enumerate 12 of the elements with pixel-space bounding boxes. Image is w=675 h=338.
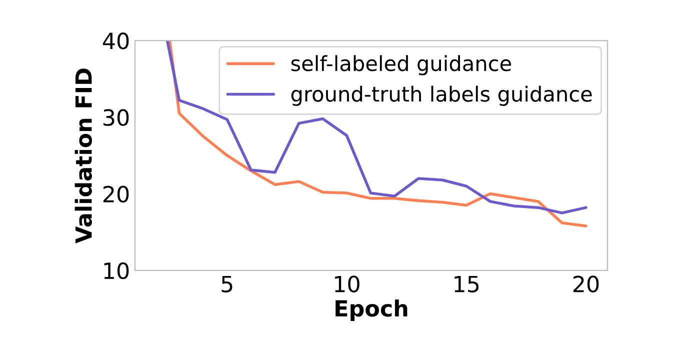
y-tick-label: 30 [104, 109, 129, 126]
x-axis-title: Epoch [336, 300, 408, 322]
y-tick-label: 20 [103, 186, 129, 203]
y-tick-label: 40 [102, 32, 129, 50]
legend-label: ground-truth labels guidance [291, 86, 592, 106]
x-tick-label: 15 [454, 276, 479, 292]
legend-label: self-labeled guidance [291, 55, 512, 76]
y-axis-title: Validation FID [74, 68, 92, 244]
y-tick-label: 10 [104, 262, 129, 280]
x-tick-label: 20 [573, 276, 599, 292]
x-tick-label: 10 [335, 276, 360, 292]
x-tick-label: 5 [222, 276, 232, 292]
